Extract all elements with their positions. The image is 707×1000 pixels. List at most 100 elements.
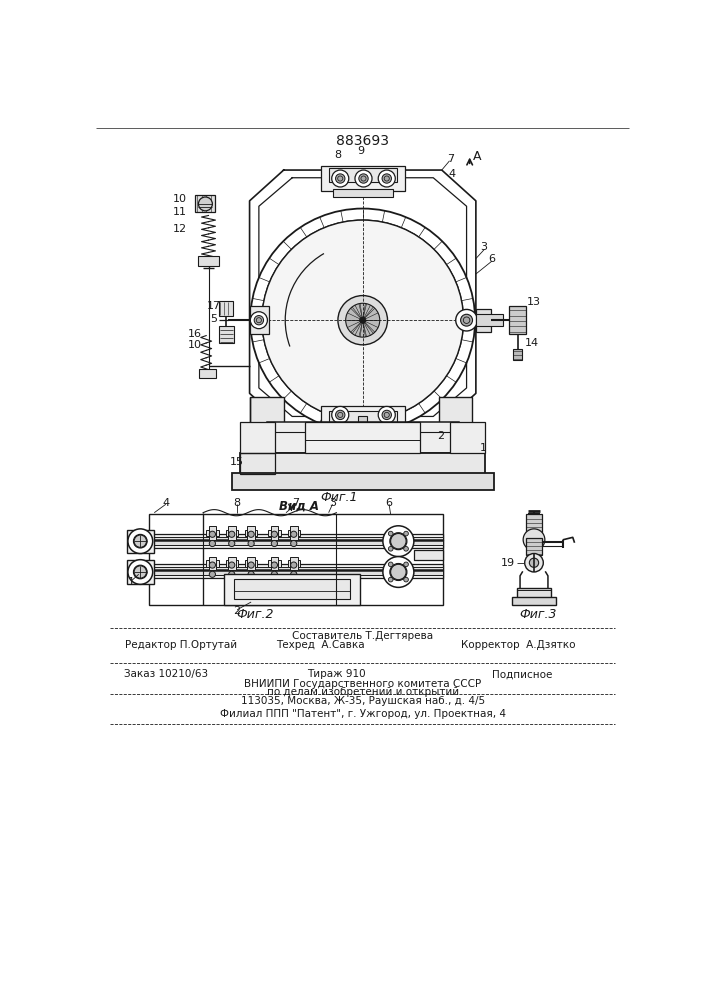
- Circle shape: [378, 170, 395, 187]
- Text: 3: 3: [329, 498, 336, 508]
- Circle shape: [404, 547, 409, 551]
- Circle shape: [383, 526, 414, 557]
- Circle shape: [250, 312, 267, 329]
- Circle shape: [248, 562, 255, 568]
- Bar: [206, 530, 218, 536]
- Circle shape: [248, 571, 255, 577]
- Bar: [199, 369, 216, 378]
- Text: 17: 17: [207, 301, 221, 311]
- Bar: [440, 397, 472, 424]
- Circle shape: [248, 540, 255, 547]
- Text: 2: 2: [233, 606, 241, 616]
- Bar: [232, 473, 493, 490]
- Circle shape: [460, 314, 472, 326]
- Bar: [321, 166, 404, 191]
- Circle shape: [262, 220, 464, 420]
- Bar: [226, 560, 238, 567]
- Text: Филиал ППП "Патент", г. Ужгород, ул. Проектная, 4: Филиал ППП "Патент", г. Ужгород, ул. Про…: [220, 709, 506, 719]
- Text: 6: 6: [385, 498, 392, 508]
- Circle shape: [128, 560, 153, 584]
- Text: 3: 3: [480, 242, 487, 252]
- Bar: [195, 195, 216, 212]
- Bar: [240, 453, 485, 474]
- Bar: [526, 514, 542, 537]
- Bar: [250, 306, 269, 334]
- Bar: [321, 406, 404, 428]
- Bar: [209, 557, 216, 570]
- Text: 4: 4: [163, 498, 170, 508]
- Text: Корректор  А.Дзятко: Корректор А.Дзятко: [461, 640, 575, 650]
- Bar: [290, 526, 298, 540]
- Text: Тираж 910: Тираж 910: [307, 669, 366, 679]
- Circle shape: [271, 571, 277, 577]
- Bar: [245, 560, 257, 567]
- Circle shape: [134, 534, 147, 548]
- Circle shape: [228, 531, 235, 537]
- Circle shape: [382, 174, 392, 183]
- Circle shape: [378, 406, 395, 423]
- Circle shape: [271, 531, 277, 537]
- Circle shape: [456, 309, 477, 331]
- Bar: [149, 567, 443, 575]
- Bar: [271, 557, 279, 570]
- Circle shape: [359, 174, 368, 183]
- Text: Редактор П.Ортутай: Редактор П.Ортутай: [125, 640, 238, 650]
- Circle shape: [525, 554, 543, 572]
- Circle shape: [404, 531, 409, 536]
- Bar: [199, 256, 218, 266]
- Bar: [218, 301, 233, 316]
- Text: 1: 1: [128, 577, 135, 587]
- Bar: [149, 564, 443, 578]
- Circle shape: [383, 557, 414, 587]
- Text: 8: 8: [334, 150, 341, 160]
- Bar: [247, 526, 255, 540]
- Circle shape: [255, 316, 264, 325]
- Text: 12: 12: [173, 224, 187, 234]
- Text: 10: 10: [173, 194, 187, 204]
- Circle shape: [336, 174, 345, 183]
- Circle shape: [355, 170, 372, 187]
- Circle shape: [530, 558, 539, 567]
- Bar: [240, 422, 275, 453]
- Bar: [228, 526, 235, 540]
- Text: 2: 2: [438, 431, 445, 441]
- Text: ВНИИПИ Государственного комитета СССР: ВНИИПИ Государственного комитета СССР: [244, 679, 481, 689]
- Bar: [332, 189, 393, 197]
- Text: 9: 9: [358, 146, 365, 156]
- Bar: [329, 168, 397, 182]
- Bar: [288, 530, 300, 536]
- Bar: [149, 534, 443, 548]
- Circle shape: [248, 531, 255, 537]
- Bar: [268, 560, 281, 567]
- Bar: [206, 560, 218, 567]
- Circle shape: [338, 296, 387, 345]
- Circle shape: [360, 317, 366, 323]
- Bar: [127, 560, 154, 584]
- Text: 113035, Москва, Ж-35, Раушская наб., д. 4/5: 113035, Москва, Ж-35, Раушская наб., д. …: [240, 696, 485, 706]
- Circle shape: [291, 540, 297, 547]
- Circle shape: [271, 540, 277, 547]
- Text: 8: 8: [233, 498, 241, 508]
- Bar: [513, 349, 522, 360]
- Text: 10: 10: [187, 340, 201, 350]
- Text: 11: 11: [173, 207, 187, 217]
- Circle shape: [391, 533, 406, 549]
- Bar: [234, 579, 351, 599]
- Bar: [290, 557, 298, 570]
- Circle shape: [346, 303, 380, 337]
- Bar: [288, 560, 300, 567]
- Circle shape: [209, 531, 216, 537]
- Bar: [476, 309, 491, 332]
- Bar: [268, 530, 281, 536]
- Circle shape: [390, 564, 407, 580]
- Bar: [358, 416, 368, 430]
- Circle shape: [332, 170, 349, 187]
- Text: 5: 5: [211, 314, 218, 324]
- Circle shape: [388, 531, 393, 536]
- Circle shape: [209, 571, 216, 577]
- Circle shape: [228, 540, 235, 547]
- Bar: [149, 537, 443, 545]
- Text: по делам изобретений и открытий: по делам изобретений и открытий: [267, 687, 459, 697]
- Circle shape: [250, 209, 475, 432]
- Circle shape: [391, 564, 406, 580]
